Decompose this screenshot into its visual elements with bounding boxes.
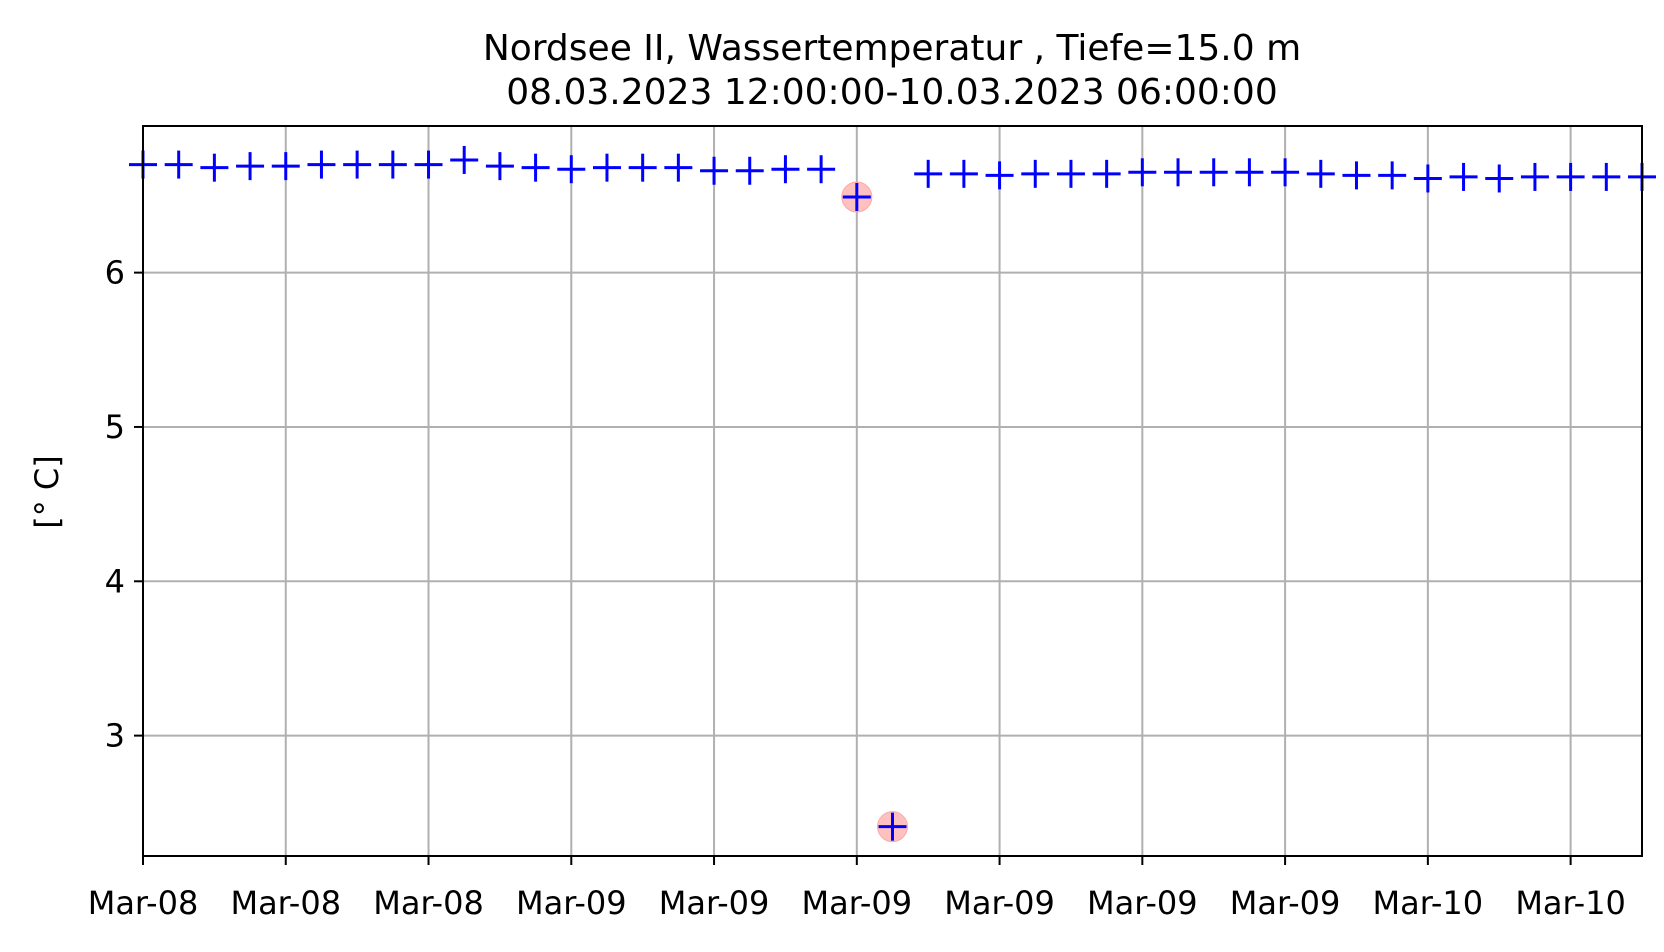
data-point-plus <box>842 182 871 211</box>
data-point-plus <box>914 159 943 188</box>
data-point-plus <box>1413 164 1442 193</box>
data-point-plus <box>1056 159 1085 188</box>
x-tick-label: Mar-10 <box>1373 884 1484 922</box>
data-point-plus <box>164 150 193 179</box>
data-point-plus <box>1021 159 1050 188</box>
data-point-plus <box>521 153 550 182</box>
data-point-plus <box>307 150 336 179</box>
plot-frame <box>142 125 1643 857</box>
grid-lines <box>142 126 1642 856</box>
chart-title: Nordsee II, Wassertemperatur , Tiefe=15.… <box>483 28 1301 69</box>
data-point-plus <box>1306 159 1335 188</box>
data-points <box>129 145 1656 841</box>
data-point-plus <box>343 150 372 179</box>
data-point-plus <box>378 150 407 179</box>
data-point-plus <box>1235 158 1264 187</box>
data-point-plus <box>1556 162 1585 191</box>
data-point-plus <box>1092 159 1121 188</box>
data-point-plus <box>1449 162 1478 191</box>
data-point-plus <box>1199 158 1228 187</box>
x-tick-label: Mar-09 <box>1230 884 1341 922</box>
x-tick-label: Mar-10 <box>1515 884 1626 922</box>
data-point-plus <box>450 145 479 174</box>
data-point-plus <box>1520 162 1549 191</box>
chart-subtitle: 08.03.2023 12:00:00-10.03.2023 06:00:00 <box>506 72 1278 113</box>
data-point-plus <box>878 812 907 841</box>
data-point-plus <box>735 156 764 185</box>
data-point-plus <box>414 150 443 179</box>
data-point-plus <box>271 152 300 181</box>
y-axis-label: [° C] <box>28 455 66 528</box>
data-point-plus <box>557 155 586 184</box>
x-tick-label: Mar-08 <box>373 884 484 922</box>
data-point-plus <box>771 155 800 184</box>
data-point-plus <box>1342 161 1371 190</box>
x-tick-label: Mar-09 <box>516 884 627 922</box>
data-point-plus <box>1271 158 1300 187</box>
data-point-plus <box>1164 158 1193 187</box>
data-point-plus <box>1128 158 1157 187</box>
y-tick-label: 5 <box>105 408 125 446</box>
x-tick-label: Mar-09 <box>659 884 770 922</box>
data-point-plus <box>985 161 1014 190</box>
x-tick-label: Mar-09 <box>1087 884 1198 922</box>
data-point-plus <box>236 152 265 181</box>
y-tick-label: 3 <box>105 717 125 755</box>
data-point-plus <box>700 156 729 185</box>
data-point-plus <box>485 152 514 181</box>
data-point-plus <box>807 155 836 184</box>
axis-ticks: Mar-08 Mar-08 Mar-08 Mar-09 Mar-09 Mar-09 Mar-… <box>88 254 1626 922</box>
x-tick-label: Mar-08 <box>230 884 341 922</box>
data-point-plus <box>949 159 978 188</box>
data-point-plus <box>1485 164 1514 193</box>
data-point-plus <box>664 153 693 182</box>
data-point-plus <box>1378 161 1407 190</box>
y-tick-label: 4 <box>105 562 125 600</box>
data-point-plus <box>628 153 657 182</box>
data-point-plus <box>1592 162 1621 191</box>
x-tick-label: Mar-09 <box>944 884 1055 922</box>
x-tick-label: Mar-09 <box>802 884 913 922</box>
data-point-plus <box>592 153 621 182</box>
x-tick-label: Mar-08 <box>88 884 199 922</box>
data-point-plus <box>200 153 229 182</box>
y-tick-label: 6 <box>105 254 125 292</box>
